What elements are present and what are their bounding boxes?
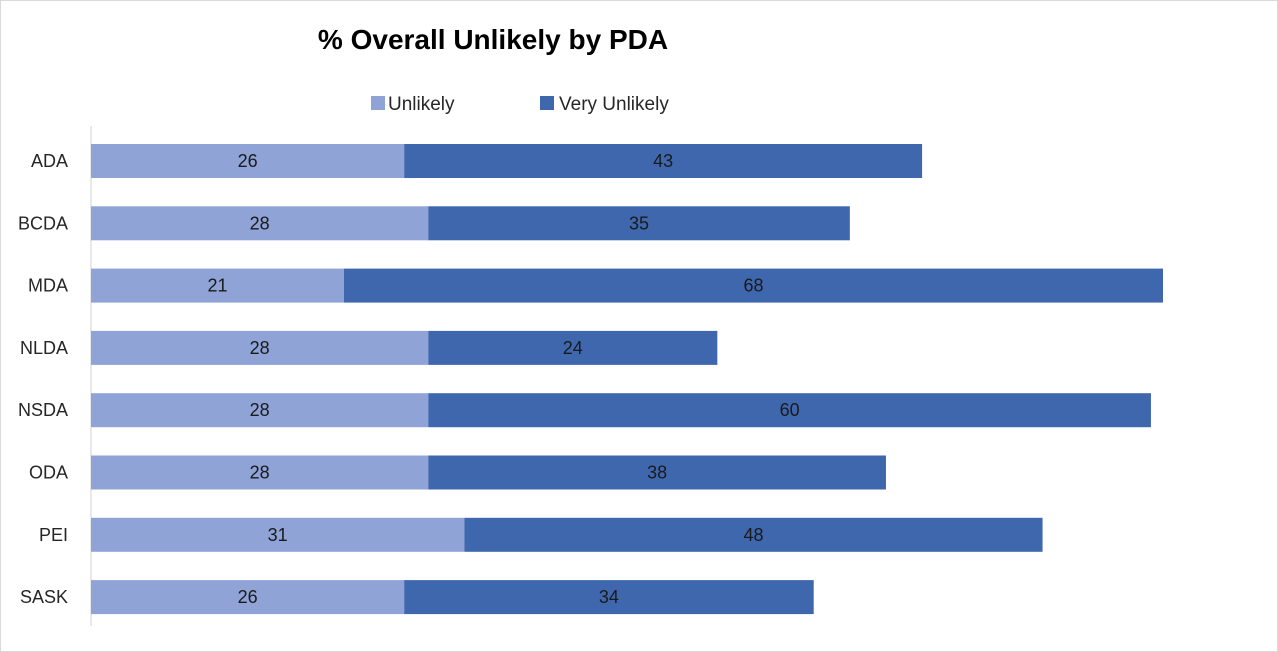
bar-sask-very-unlikely <box>404 580 814 615</box>
legend-swatch-unlikely <box>371 96 385 110</box>
data-labels: 26 43 28 35 21 68 28 24 28 60 28 38 31 48 26 34 <box>207 151 799 607</box>
data-label-mda-very-unlikely: 68 <box>743 276 763 296</box>
bar-bcda-unlikely <box>91 206 429 241</box>
chart-title: % Overall Unlikely by PDA <box>318 24 668 55</box>
category-labels: ADA BCDA MDA NLDA NSDA ODA PEI SASK <box>18 151 68 607</box>
bar-nsda-very-unlikely <box>428 393 1151 428</box>
bar-oda-unlikely <box>91 455 429 490</box>
data-label-nlda-very-unlikely: 24 <box>563 338 583 358</box>
category-label-mda: MDA <box>28 276 68 296</box>
bar-nlda-very-unlikely <box>428 330 718 365</box>
bar-sask-unlikely <box>91 580 405 615</box>
data-label-oda-unlikely: 28 <box>250 463 270 483</box>
data-label-pei-unlikely: 31 <box>268 525 288 545</box>
bar-nsda-unlikely <box>91 393 429 428</box>
category-label-nlda: NLDA <box>20 338 68 358</box>
bar-oda-very-unlikely <box>428 455 886 490</box>
legend: Unlikely Very Unlikely <box>371 94 669 115</box>
data-label-oda-very-unlikely: 38 <box>647 463 667 483</box>
data-label-sask-very-unlikely: 34 <box>599 587 619 607</box>
data-label-ada-unlikely: 26 <box>238 151 258 171</box>
bar-bcda-very-unlikely <box>428 206 850 241</box>
data-label-ada-very-unlikely: 43 <box>653 151 673 171</box>
category-label-bcda: BCDA <box>18 213 68 233</box>
data-label-bcda-unlikely: 28 <box>250 213 270 233</box>
bar-mda-very-unlikely <box>343 268 1163 303</box>
category-label-sask: SASK <box>20 587 68 607</box>
data-label-bcda-very-unlikely: 35 <box>629 213 649 233</box>
data-label-pei-very-unlikely: 48 <box>743 525 763 545</box>
data-label-nsda-very-unlikely: 60 <box>780 400 800 420</box>
legend-swatch-very-unlikely <box>540 96 554 110</box>
legend-label-unlikely: Unlikely <box>388 94 455 115</box>
bars <box>91 144 1163 615</box>
data-label-nsda-unlikely: 28 <box>250 400 270 420</box>
bar-ada-unlikely <box>91 144 405 178</box>
category-label-ada: ADA <box>31 151 68 171</box>
category-label-pei: PEI <box>39 525 68 545</box>
bar-nlda-unlikely <box>91 330 429 365</box>
data-label-mda-unlikely: 21 <box>207 276 227 296</box>
category-label-nsda: NSDA <box>18 400 68 420</box>
data-label-nlda-unlikely: 28 <box>250 338 270 358</box>
bar-mda-unlikely <box>91 268 344 303</box>
category-label-oda: ODA <box>29 463 68 483</box>
data-label-sask-unlikely: 26 <box>238 587 258 607</box>
bar-ada-very-unlikely <box>404 144 923 178</box>
legend-label-very-unlikely: Very Unlikely <box>559 94 669 115</box>
bar-pei-very-unlikely <box>464 517 1043 552</box>
bar-pei-unlikely <box>91 517 465 552</box>
